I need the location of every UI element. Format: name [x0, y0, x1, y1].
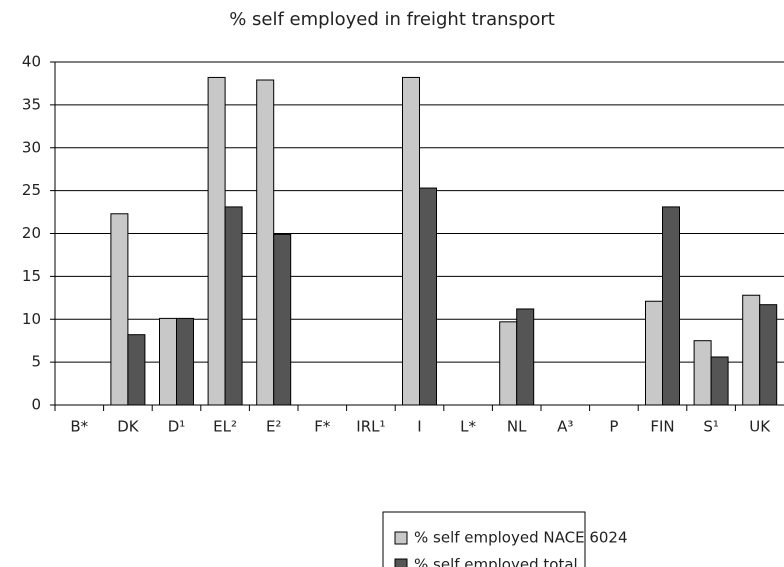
x-tick-label: I — [417, 418, 421, 436]
y-tick-label: 20 — [22, 224, 41, 242]
x-tick-label: NL — [507, 418, 527, 436]
y-tick-label: 5 — [31, 353, 41, 371]
legend-label: % self employed total — [414, 556, 578, 567]
bar — [742, 294, 761, 406]
x-tick-label: FIN — [650, 418, 674, 436]
bar — [127, 334, 146, 406]
chart-title: % self employed in freight transport — [229, 9, 555, 30]
legend-swatch — [394, 558, 408, 567]
legend-swatch — [394, 531, 408, 545]
bar — [176, 317, 194, 406]
bar — [419, 187, 437, 406]
x-tick-label: F* — [314, 418, 331, 436]
y-tick-label: 25 — [22, 181, 41, 199]
x-tick-label: B* — [70, 418, 88, 436]
x-tick-label: DK — [117, 418, 140, 436]
y-tick-label: 10 — [22, 310, 41, 328]
bar — [645, 300, 663, 406]
x-tick-label: IRL¹ — [356, 418, 385, 436]
bar — [759, 304, 778, 406]
x-tick-label: L* — [460, 418, 476, 436]
bar — [273, 233, 292, 406]
x-tick-label: UK — [749, 418, 771, 436]
bar — [256, 79, 275, 406]
x-tick-label: E² — [266, 418, 282, 436]
bar — [693, 340, 712, 406]
legend-label: % self employed NACE 6024 — [414, 529, 628, 547]
y-tick-label: 35 — [22, 95, 41, 113]
y-tick-label: 40 — [22, 53, 41, 71]
bar — [662, 206, 680, 406]
legend-box — [382, 511, 586, 567]
y-tick-label: 15 — [22, 267, 41, 285]
bar — [224, 206, 243, 406]
x-tick-label: S¹ — [703, 418, 719, 436]
x-tick-label: D¹ — [168, 418, 186, 436]
bar — [710, 356, 729, 406]
y-tick-label: 30 — [22, 138, 41, 156]
bar — [499, 321, 518, 406]
bar — [516, 308, 535, 406]
x-tick-label: P — [609, 418, 618, 436]
bar — [207, 76, 226, 406]
bar — [110, 213, 129, 406]
x-tick-label: EL² — [213, 418, 237, 436]
y-tick-label: 0 — [31, 396, 41, 414]
x-tick-label: A³ — [557, 418, 573, 436]
bar — [402, 76, 420, 406]
bar — [159, 317, 177, 406]
